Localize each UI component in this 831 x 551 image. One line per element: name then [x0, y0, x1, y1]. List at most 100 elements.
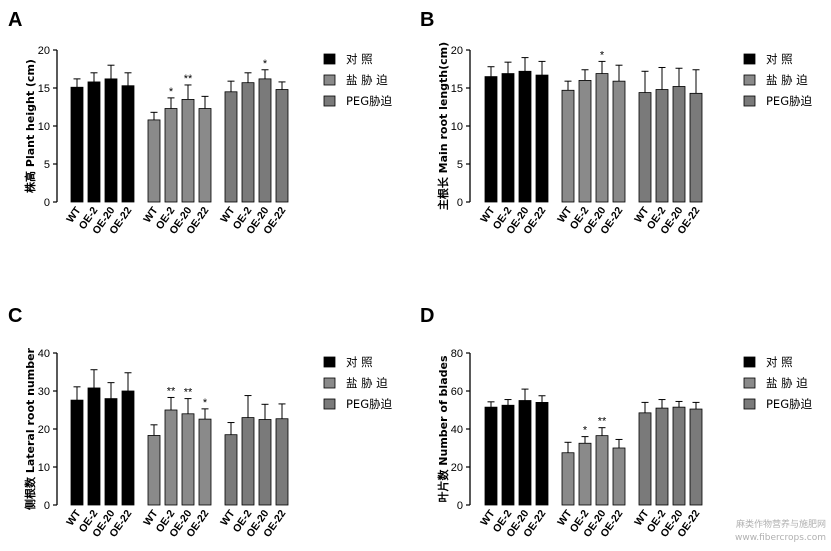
bar — [595, 435, 609, 506]
y-tick-label: 20 — [451, 462, 463, 474]
y-tick-label: 15 — [38, 83, 50, 95]
y-tick-label: 15 — [451, 83, 463, 95]
bar — [70, 86, 84, 203]
bar — [87, 387, 101, 506]
legend-swatch — [743, 356, 756, 368]
bar — [561, 89, 575, 203]
bar — [535, 74, 549, 203]
legend-label: PEG胁迫 — [766, 397, 813, 411]
y-axis-label: 株高 Plant height (cm) — [23, 59, 37, 193]
bar — [638, 412, 652, 506]
bar — [689, 92, 703, 203]
bar — [87, 81, 101, 203]
bar — [181, 99, 195, 203]
bar — [501, 73, 515, 203]
y-tick-label: 10 — [38, 121, 50, 133]
legend-label: 对 照 — [766, 52, 793, 66]
significance-mark: * — [203, 397, 208, 409]
bar — [595, 73, 609, 203]
y-tick-label: 60 — [451, 386, 463, 398]
legend-swatch — [323, 53, 336, 65]
y-tick-label: 0 — [44, 197, 50, 209]
bar — [121, 85, 135, 203]
legend-label: 对 照 — [766, 355, 793, 369]
y-tick-label: 20 — [38, 424, 50, 436]
legend-swatch — [743, 398, 756, 410]
legend-label: 盐 胁 迫 — [346, 73, 388, 87]
bar — [484, 76, 498, 203]
y-tick-label: 5 — [44, 159, 50, 171]
legend-swatch — [743, 377, 756, 389]
bar — [612, 447, 626, 506]
bar — [224, 434, 238, 506]
legend-label: 对 照 — [346, 355, 373, 369]
y-axis-label: 侧根数 Lateral root number — [23, 347, 37, 510]
legend-swatch — [743, 95, 756, 107]
bar — [70, 399, 84, 506]
bar — [258, 78, 272, 203]
panel-letter: D — [420, 305, 434, 327]
significance-mark: ** — [167, 385, 176, 397]
watermark-line-1: 麻类作物营养与施肥网 — [736, 518, 826, 530]
significance-mark: ** — [598, 416, 607, 428]
bar — [578, 442, 592, 506]
bar — [198, 108, 212, 203]
legend-label: 对 照 — [346, 52, 373, 66]
series-group: WT**OE-2**OE-20*OE-22 — [141, 385, 211, 539]
significance-mark: ** — [184, 73, 193, 85]
bar — [578, 80, 592, 203]
y-tick-label: 40 — [38, 348, 50, 360]
bar — [672, 406, 686, 506]
significance-mark: * — [169, 86, 174, 98]
bar — [147, 435, 161, 506]
legend-swatch — [743, 53, 756, 65]
bar — [561, 452, 575, 506]
bar — [655, 89, 669, 203]
y-axis-label: 叶片数 Number of blades — [436, 355, 450, 502]
y-tick-label: 20 — [451, 45, 463, 57]
legend-label: PEG胁迫 — [766, 94, 813, 108]
watermark-line-2: www.fibercrops.com — [735, 533, 826, 543]
significance-mark: * — [600, 49, 605, 61]
significance-mark: * — [263, 58, 268, 70]
bar — [198, 418, 212, 506]
bar — [535, 401, 549, 506]
legend-label: PEG胁迫 — [346, 397, 393, 411]
bar — [638, 92, 652, 203]
legend-swatch — [323, 377, 336, 389]
panel-letter: C — [8, 305, 22, 327]
bar — [224, 91, 238, 203]
bar — [181, 413, 195, 506]
y-tick-label: 0 — [44, 500, 50, 512]
bar — [672, 86, 686, 203]
bar — [275, 418, 289, 506]
bar — [104, 78, 118, 203]
bar — [655, 407, 669, 506]
legend-swatch — [323, 95, 336, 107]
bar — [518, 70, 532, 203]
legend-swatch — [743, 74, 756, 86]
legend: 对 照盐 胁 迫 PEG胁迫 — [743, 355, 813, 411]
bar — [121, 390, 135, 506]
legend-swatch — [323, 398, 336, 410]
significance-mark: * — [583, 425, 588, 437]
legend-swatch — [323, 74, 336, 86]
bar — [484, 406, 498, 506]
bar — [164, 108, 178, 203]
watermark: 麻类作物营养与施肥网 www.fibercrops.com — [735, 518, 826, 543]
bar — [612, 80, 626, 203]
